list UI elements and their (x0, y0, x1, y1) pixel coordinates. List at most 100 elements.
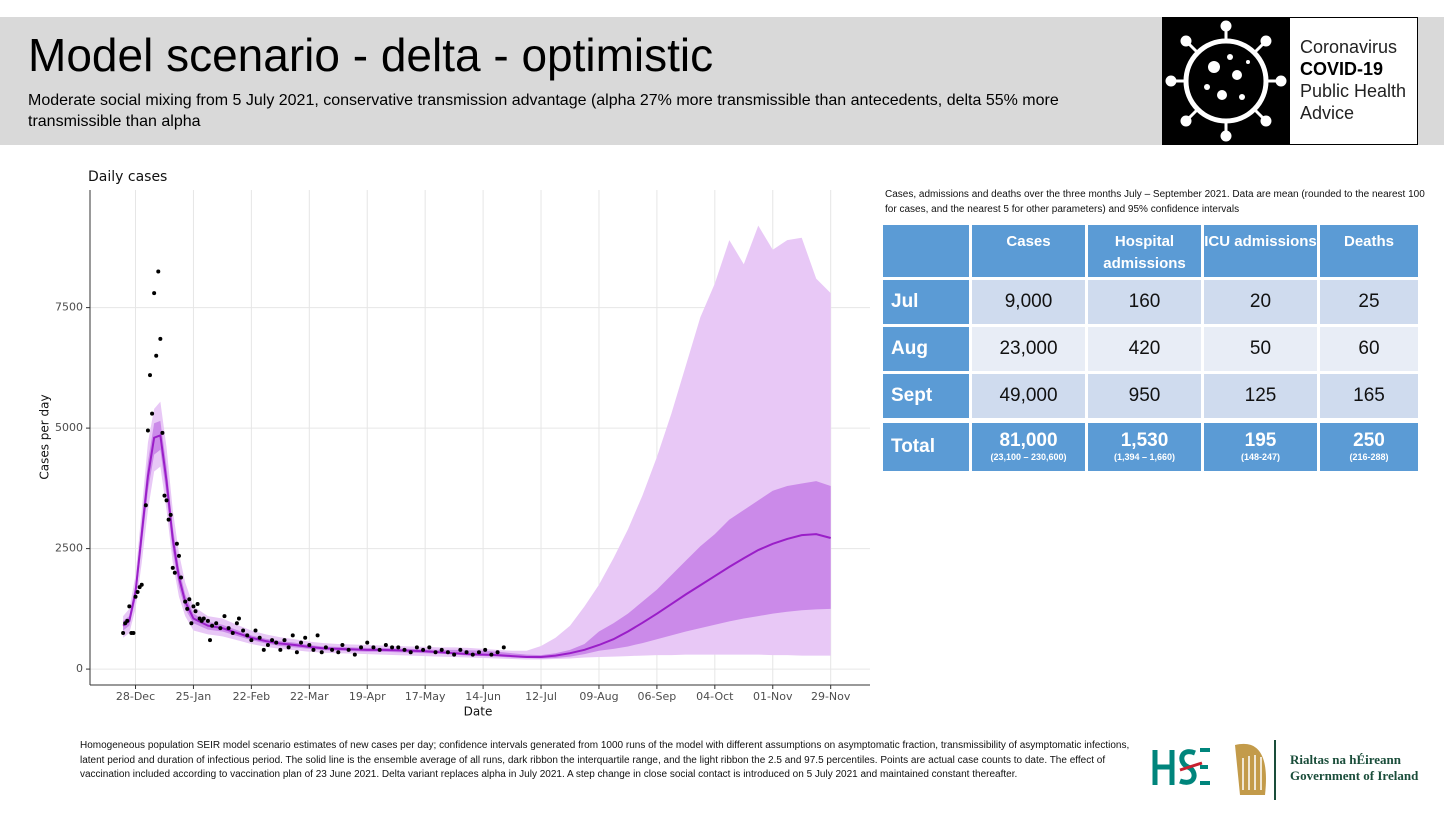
table-cell: 950 (1088, 374, 1201, 418)
x-tick-label: 22-Mar (290, 690, 329, 703)
x-tick-label: 14-Jun (465, 690, 501, 703)
total-row: Total 81,000 (23,100 – 230,600) 1,530 (1,394… (883, 423, 1418, 471)
observed-point (236, 616, 241, 621)
observed-point (150, 411, 155, 416)
table-cell: 60 (1320, 327, 1418, 371)
gov-line: Government of Ireland (1290, 768, 1419, 783)
observed-point (191, 604, 196, 609)
observed-point (340, 642, 345, 647)
observed-point (265, 642, 270, 647)
observed-point (152, 291, 157, 296)
mean-line (122, 433, 831, 659)
x-tick-label: 17-May (405, 690, 446, 703)
table-row: Sept 49,000 950 125 165 (883, 374, 1418, 418)
column-header: Cases (972, 225, 1085, 277)
observed-point (336, 650, 341, 655)
observed-point (278, 647, 283, 652)
observed-point (222, 614, 227, 619)
observed-point (286, 645, 291, 650)
logo-line: Coronavirus (1300, 37, 1398, 57)
chart: Daily cases Date Cases per day 0 2500 5000… (38, 169, 870, 719)
observed-point (176, 553, 181, 558)
table-cell: 25 (1320, 280, 1418, 324)
observed-point (195, 602, 200, 607)
observed-point (162, 493, 167, 498)
observed-point (168, 512, 173, 517)
table-cell: 160 (1088, 280, 1201, 324)
table-cell: 20 (1204, 280, 1317, 324)
total-cell: 195 (148-247) (1204, 423, 1317, 471)
observed-point (257, 635, 262, 640)
observed-point (396, 645, 401, 650)
table-cell: 420 (1088, 327, 1201, 371)
observed-point (299, 640, 304, 645)
observed-point (189, 621, 194, 626)
x-tick-label: 06-Sep (638, 690, 677, 703)
observed-point (352, 652, 357, 657)
corner-cell (883, 225, 969, 277)
observed-point (421, 647, 426, 652)
total-cell: 81,000 (23,100 – 230,600) (972, 423, 1085, 471)
x-tick-label: 29-Nov (811, 690, 851, 703)
observed-point (501, 645, 506, 650)
observed-point (131, 630, 136, 635)
header-row: Cases Hospital admissions ICU admissions De… (883, 225, 1418, 277)
observed-point (270, 638, 275, 643)
observed-point (282, 638, 287, 643)
table-row: Aug 23,000 420 50 60 (883, 327, 1418, 371)
observed-point (330, 647, 335, 652)
chart-title: Daily cases (88, 169, 167, 185)
logo-line: Advice (1300, 103, 1355, 123)
total-cell: 250 (216-288) (1320, 423, 1418, 471)
observed-point (193, 609, 198, 614)
observed-point (158, 336, 163, 341)
observed-point (125, 618, 130, 623)
observed-point (164, 498, 169, 503)
observed-point (427, 645, 432, 650)
observed-point (371, 645, 376, 650)
y-tick-label: 2500 (55, 542, 83, 555)
table-cell: 49,000 (972, 374, 1085, 418)
table-row: Jul 9,000 160 20 25 (883, 280, 1418, 324)
observed-point (145, 428, 150, 433)
observed-point (476, 650, 481, 655)
observed-point (346, 647, 351, 652)
observed-point (208, 638, 212, 643)
observed-point (319, 650, 324, 655)
page-title: Model scenario - delta - optimistic (28, 29, 714, 81)
logo-text-box: Coronavirus COVID-19 Public Health Advic… (1290, 17, 1418, 145)
observed-point (365, 640, 370, 645)
observed-point (377, 647, 382, 652)
observed-point (433, 650, 438, 655)
observed-point (201, 616, 206, 621)
x-tick-label: 09-Aug (579, 690, 618, 703)
observed-point (133, 594, 138, 599)
government-text: Rialtas na hÉireann Government of Irelan… (1290, 752, 1418, 784)
observed-point (315, 633, 320, 638)
observed-point (170, 565, 175, 570)
x-tick-label: 12-Jul (525, 690, 557, 703)
ribbon (123, 225, 831, 660)
total-cell: 1,530 (1,394 – 1,660) (1088, 423, 1201, 471)
x-tick-label: 28-Dec (116, 690, 155, 703)
observed-point (205, 618, 210, 623)
observed-point (495, 650, 500, 655)
table-cell: 50 (1204, 327, 1317, 371)
observed-point (218, 626, 223, 631)
logo-line: Public Health (1300, 81, 1407, 101)
observed-point (464, 650, 469, 655)
table-cell: 9,000 (972, 280, 1085, 324)
footnote: Homogeneous population SEIR model scenar… (80, 740, 1130, 780)
observed-point (214, 621, 219, 626)
observed-point (253, 628, 258, 633)
observed-point (174, 541, 179, 546)
table-cell: 165 (1320, 374, 1418, 418)
observed-point (245, 633, 250, 638)
observed-point (303, 635, 308, 640)
observed-point (408, 650, 413, 655)
observed-point (172, 570, 177, 575)
observed-point (274, 640, 279, 645)
page-subtitle: Moderate social mixing from 5 July 2021,… (28, 92, 1059, 130)
row-label: Sept (883, 374, 969, 418)
